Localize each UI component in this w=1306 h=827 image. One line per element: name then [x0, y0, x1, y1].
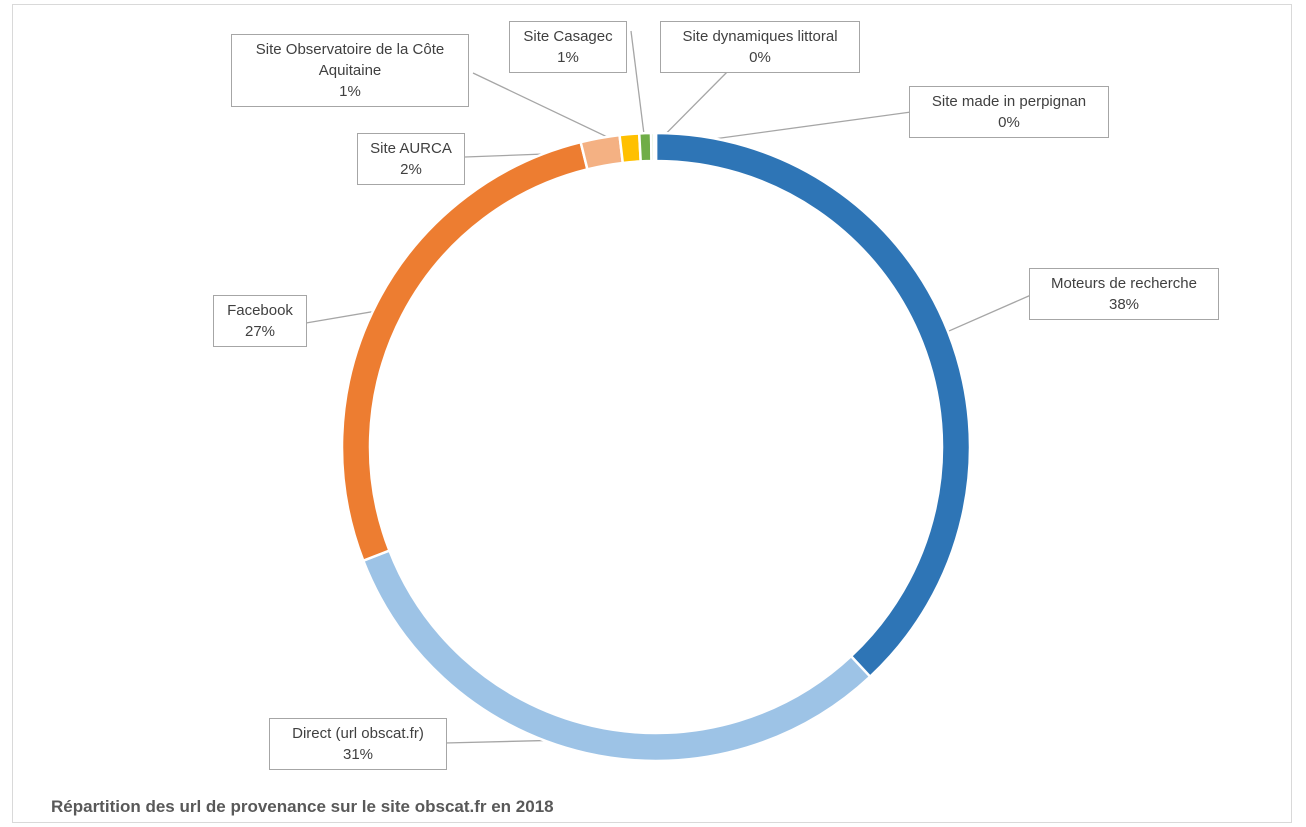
slice-site-casagec	[637, 131, 653, 163]
percent-value: 31%	[342, 746, 374, 763]
series-name: Facebook	[227, 302, 293, 319]
slice-site-made-in-perpignan	[652, 131, 658, 163]
donut-chart	[305, 30, 1032, 763]
percent-value: 0%	[998, 114, 1020, 131]
data-label-site-dynamiques-littoral: Site dynamiques littoral 0%	[660, 21, 860, 73]
chart-area: Moteurs de recherche 38% Direct (url obs…	[12, 4, 1292, 823]
donut-ring	[340, 131, 972, 763]
percent-value: 0%	[749, 49, 771, 66]
slice-site-observatoire-de-la-c-te-aquitaine	[618, 132, 643, 165]
percent-value: 27%	[244, 323, 276, 340]
slice-moteurs-de-recherche	[654, 131, 972, 679]
series-name: Direct (url obscat.fr)	[292, 725, 424, 742]
percent-value: 38%	[1108, 296, 1140, 313]
leader-line	[472, 72, 631, 149]
series-name: Moteurs de recherche	[1051, 275, 1197, 292]
percent-value: 2%	[400, 161, 422, 178]
data-label-site-aurca: Site AURCA 2%	[357, 133, 465, 185]
data-label-site-observatoire: Site Observatoire de la Côte Aquitaine 1…	[231, 34, 469, 107]
slice-site-aurca	[579, 133, 625, 171]
series-name: Site AURCA	[370, 140, 452, 157]
percent-value: 1%	[339, 83, 361, 100]
data-label-site-made-in-perpignan: Site made in perpignan 0%	[909, 86, 1109, 138]
percent-value: 1%	[557, 49, 579, 66]
series-name: Site made in perpignan	[931, 93, 1087, 110]
leader-line	[934, 294, 1032, 338]
leader-line	[630, 30, 647, 148]
data-label-facebook: Facebook 27%	[213, 295, 307, 347]
data-label-direct: Direct (url obscat.fr) 31%	[269, 718, 447, 770]
data-label-site-casagec: Site Casagec 1%	[509, 21, 627, 73]
series-name: Site dynamiques littoral	[682, 28, 838, 45]
chart-title: Répartition des url de provenance sur le…	[51, 797, 554, 816]
data-label-moteurs-de-recherche: Moteurs de recherche 38%	[1029, 268, 1219, 320]
series-name: Site Casagec	[523, 28, 613, 45]
series-name: Site Observatoire de la Côte Aquitaine	[255, 41, 445, 79]
slice-facebook	[340, 140, 589, 563]
